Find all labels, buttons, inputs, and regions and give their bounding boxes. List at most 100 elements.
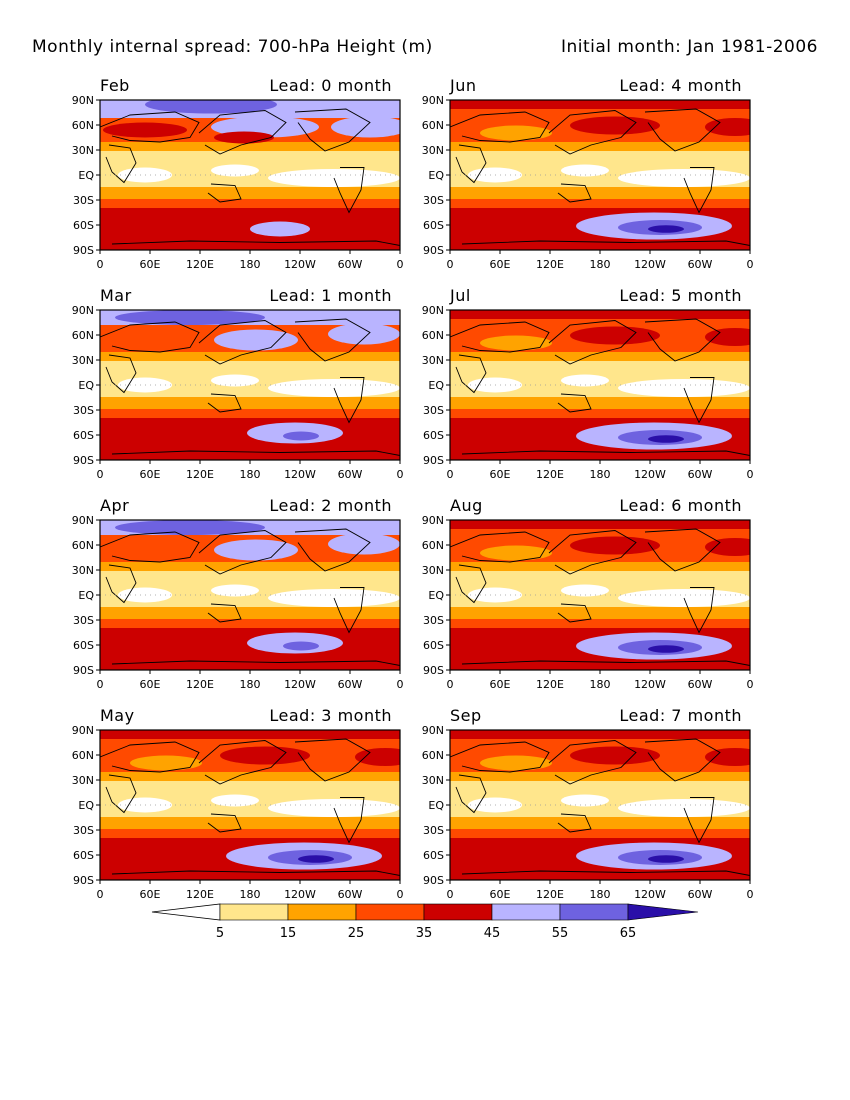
coastline — [294, 318, 371, 362]
coastline — [557, 813, 592, 833]
x-tick-label: 120W — [634, 258, 666, 271]
y-tick-label: 60S — [423, 639, 444, 652]
y-tick-label: 90S — [73, 454, 94, 467]
contour-region — [331, 116, 400, 138]
x-tick-label: 120E — [186, 888, 214, 901]
coastline — [100, 321, 200, 353]
contour-region — [211, 164, 259, 177]
contour-region — [561, 584, 609, 597]
y-tick-label: 30S — [73, 824, 94, 837]
contour-region — [480, 335, 552, 351]
y-tick-label: 60S — [423, 429, 444, 442]
coastline — [683, 167, 715, 214]
x-tick-label: 0 — [747, 258, 754, 271]
y-tick-label: 30S — [423, 614, 444, 627]
contour-region — [115, 520, 265, 535]
x-tick-label: 60W — [688, 468, 713, 481]
x-tick-label: 180 — [240, 258, 261, 271]
coastline — [333, 797, 365, 844]
contour-band — [450, 352, 750, 361]
coastline — [557, 183, 592, 203]
coastline — [207, 183, 242, 203]
contour-region — [214, 329, 298, 351]
contour-region — [480, 755, 552, 771]
contour-band — [100, 562, 400, 571]
colorbar-segment — [423, 903, 493, 921]
y-tick-label: 90N — [422, 724, 444, 737]
x-tick-label: 60W — [688, 888, 713, 901]
contour-region — [561, 164, 609, 177]
contour-band — [100, 772, 400, 781]
colorbar-segment — [491, 903, 561, 921]
coastline — [105, 354, 137, 394]
panel-month-title: Jul — [449, 286, 471, 305]
coastline — [644, 738, 721, 782]
contour-band — [450, 607, 750, 619]
contour-region — [214, 539, 298, 561]
x-tick-label: 180 — [240, 468, 261, 481]
coastline — [450, 321, 550, 353]
spread-field — [100, 310, 400, 460]
y-tick-label: 60N — [72, 539, 94, 552]
coastline — [683, 587, 715, 634]
x-tick-label: 120E — [186, 678, 214, 691]
y-tick-label: 90S — [73, 874, 94, 887]
y-tick-label: 90S — [423, 664, 444, 677]
colorbar-high-arrow — [627, 903, 699, 921]
contour-region — [130, 755, 202, 771]
panel-lead-title: Lead: 6 month — [619, 496, 742, 515]
contour-band — [100, 352, 400, 361]
contour-region — [480, 125, 552, 141]
coastline — [450, 531, 550, 563]
contour-region — [705, 118, 750, 136]
panel-month-title: Aug — [450, 496, 483, 515]
coastline — [105, 774, 137, 814]
y-tick-label: EQ — [428, 589, 444, 602]
x-tick-label: 0 — [447, 258, 454, 271]
contour-region — [705, 538, 750, 556]
coastline — [105, 144, 137, 184]
y-tick-label: 90N — [422, 514, 444, 527]
coastline — [461, 870, 750, 876]
x-tick-label: 0 — [447, 468, 454, 481]
y-tick-label: 60N — [422, 749, 444, 762]
coastline — [461, 450, 750, 456]
panel-lead-title: Lead: 2 month — [269, 496, 392, 515]
y-tick-label: EQ — [78, 589, 94, 602]
contour-band — [450, 187, 750, 199]
y-tick-label: 60S — [73, 219, 94, 232]
coastline — [461, 240, 750, 246]
panel-lead-title: Lead: 3 month — [269, 706, 392, 725]
contour-band — [450, 520, 750, 529]
x-tick-label: 120W — [284, 678, 316, 691]
contour-region — [570, 116, 660, 135]
contour-band — [100, 817, 400, 829]
y-tick-label: EQ — [428, 799, 444, 812]
x-tick-label: 180 — [240, 888, 261, 901]
x-tick-label: 60W — [338, 258, 363, 271]
x-tick-label: 0 — [97, 468, 104, 481]
y-tick-label: 60S — [423, 849, 444, 862]
contour-region — [103, 122, 187, 138]
x-tick-label: 120E — [536, 888, 564, 901]
x-tick-label: 60W — [338, 678, 363, 691]
colorbar-label: 55 — [552, 926, 569, 941]
contour-band — [450, 142, 750, 151]
y-tick-label: 30S — [73, 404, 94, 417]
coastline — [198, 110, 287, 155]
contour-region — [561, 794, 609, 807]
spread-field — [450, 310, 750, 460]
x-tick-label: 60E — [490, 468, 511, 481]
x-tick-label: 0 — [397, 888, 404, 901]
coastline — [548, 320, 637, 365]
y-tick-label: 90N — [422, 94, 444, 107]
colorbar-segment — [219, 903, 289, 921]
figure-title: Monthly internal spread: 700-hPa Height … — [32, 37, 433, 57]
y-tick-label: EQ — [428, 169, 444, 182]
contour-region — [648, 645, 684, 653]
panel-month-title: May — [100, 706, 135, 725]
